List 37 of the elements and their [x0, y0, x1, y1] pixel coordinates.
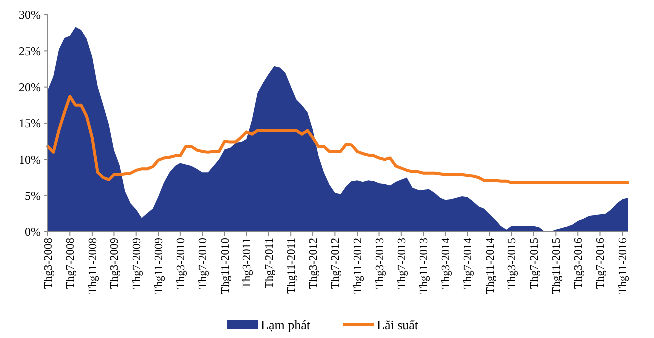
- y-tick-label: 15%: [19, 116, 41, 131]
- x-tick-label: Thg7-2009: [131, 238, 144, 290]
- x-tick-label: Thg7-2015: [528, 238, 541, 290]
- x-tick-label: Thg3-2016: [573, 238, 586, 290]
- y-tick-label: 10%: [19, 152, 41, 167]
- y-tick-label: 20%: [19, 80, 41, 95]
- x-tick-label: Thg7-2016: [595, 238, 608, 290]
- x-tick-label: Thg3-2008: [43, 238, 55, 290]
- y-tick-label: 0%: [25, 225, 41, 240]
- x-tick-label: Thg7-2011: [264, 238, 276, 289]
- x-tick-label: Thg3-2010: [175, 238, 188, 290]
- x-tick-label: Thg7-2014: [462, 238, 475, 290]
- x-tick-label: Thg11-2013: [418, 238, 431, 294]
- x-tick-label: Thg7-2013: [396, 238, 408, 290]
- x-tick-label: Thg11-2016: [618, 238, 630, 294]
- x-tick-label: Thg3-2015: [506, 238, 519, 290]
- x-tick-label: Thg11-2015: [551, 238, 564, 294]
- x-tick-label: Thg7-2012: [330, 238, 342, 290]
- line-series: [46, 95, 630, 184]
- legend-label: Lạm phát: [261, 318, 311, 332]
- legend-label: Lãi suất: [377, 318, 419, 332]
- y-tick-label: 25%: [19, 44, 41, 58]
- y-tick-label: 5%: [25, 189, 41, 204]
- x-tick-label: Thg3-2013: [374, 238, 386, 290]
- x-tick-label: Thg3-2011: [242, 238, 254, 289]
- y-tick-label: 30%: [19, 8, 41, 22]
- x-tick-label: Thg7-2008: [65, 238, 78, 290]
- x-tick-label: Thg3-2012: [308, 238, 320, 290]
- x-tick-label: Thg11-2009: [154, 238, 166, 294]
- x-tick-label: Thg11-2011: [286, 238, 298, 294]
- x-tick-label: Thg11-2014: [484, 238, 497, 294]
- x-tick-label: Thg11-2008: [87, 238, 100, 294]
- x-tick-label: Thg11-2012: [352, 238, 365, 294]
- x-tick-label: Thg7-2010: [198, 238, 210, 290]
- x-tick-label: Thg11-2010: [220, 238, 232, 294]
- x-tick-label: Thg3-2014: [440, 238, 452, 290]
- x-tick-label: Thg3-2009: [109, 238, 122, 290]
